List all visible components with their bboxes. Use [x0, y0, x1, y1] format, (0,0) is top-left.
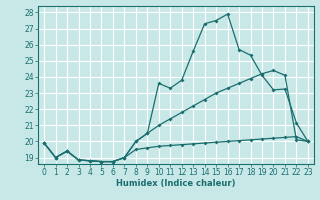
- X-axis label: Humidex (Indice chaleur): Humidex (Indice chaleur): [116, 179, 236, 188]
